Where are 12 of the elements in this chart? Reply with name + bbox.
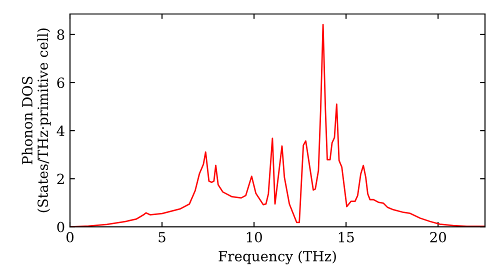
y-tick-label: 4 [56, 126, 64, 136]
y-tick-label: 0 [57, 222, 64, 232]
x-tick-label: 20 [430, 232, 446, 242]
y-tick-label: 6 [57, 77, 64, 88]
x-tick-label: 5 [158, 232, 166, 242]
x-tick-label: 10 [246, 232, 262, 242]
x-tick-label: 15 [338, 232, 354, 242]
x-tick-label: 0 [66, 232, 74, 242]
y-tick-label: 8 [57, 29, 64, 40]
x-axis-title: Frequency (THz) [218, 250, 336, 264]
y-tick-label: 2 [57, 174, 64, 184]
y-axis-title: Phonon DOS (States/THz·primitive cell) [22, 28, 51, 212]
